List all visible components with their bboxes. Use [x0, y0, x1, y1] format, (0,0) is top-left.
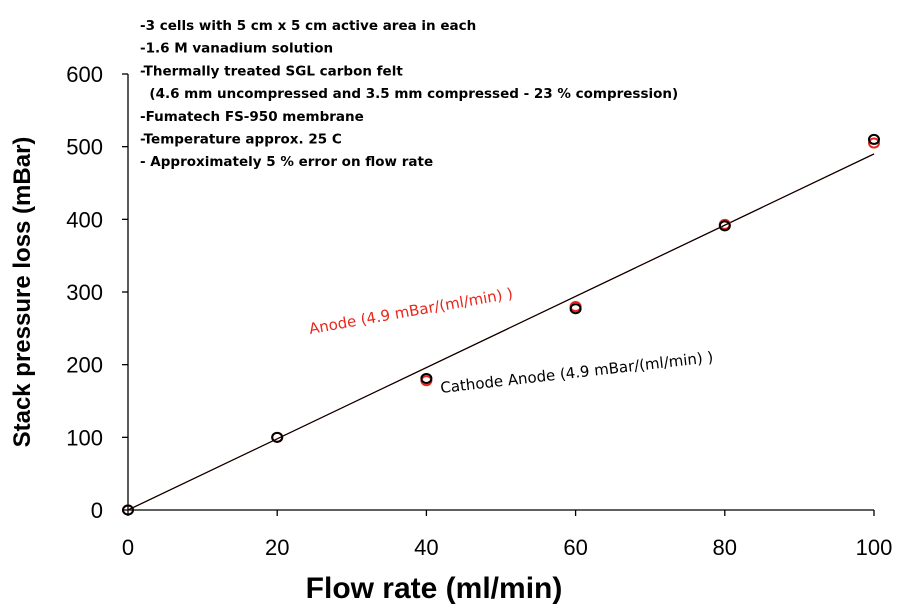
y-tick-label: 200: [66, 353, 103, 378]
x-tick-label: 40: [414, 535, 438, 560]
axes: 0 100 200 300 400 500 600 0 20 40 60 80 100: [66, 62, 892, 560]
note-line: -Fumatech FS-950 membrane: [140, 109, 364, 125]
fit-line: [127, 153, 875, 511]
x-tick-label: 20: [265, 535, 289, 560]
x-tick-label: 100: [856, 535, 893, 560]
data-point: [271, 431, 284, 443]
data-points: [122, 133, 880, 516]
note-line: -3 cells with 5 cm x 5 cm active area in…: [140, 18, 476, 34]
y-tick-label: 300: [66, 280, 103, 305]
data-point: [868, 137, 880, 149]
note-line: -Temperature approx. 25 C: [140, 132, 342, 148]
notes-block: -3 cells with 5 cm x 5 cm active area in…: [140, 18, 678, 170]
y-tick-label: 600: [66, 62, 103, 87]
fit-lines: [127, 153, 875, 511]
y-tick-label: 0: [91, 498, 103, 523]
y-tick-label: 400: [66, 207, 103, 232]
x-axis-title: Flow rate (ml/min): [306, 572, 563, 605]
note-line: -1.6 M vanadium solution: [140, 41, 333, 57]
data-point: [569, 303, 582, 315]
y-tick-label: 100: [66, 425, 103, 450]
y-axis-title: Stack pressure loss (mBar): [9, 137, 36, 448]
y-tick-label: 500: [66, 135, 103, 160]
note-line: - Approximately 5 % error on flow rate: [140, 154, 433, 170]
data-point: [868, 133, 880, 145]
data-point: [718, 220, 731, 232]
x-tick-label: 0: [122, 535, 134, 560]
cathode-fit-label: Cathode Anode (4.9 mBar/(ml/min) ): [439, 348, 714, 397]
data-point: [122, 504, 134, 516]
data-point: [420, 372, 433, 384]
anode-fit-label: Anode (4.9 mBar/(ml/min) ): [308, 284, 515, 338]
x-tick-label: 60: [563, 535, 587, 560]
note-line: (4.6 mm uncompressed and 3.5 mm compress…: [140, 86, 678, 102]
note-line: -Thermally treated SGL carbon felt: [140, 63, 403, 79]
x-tick-label: 80: [713, 535, 737, 560]
